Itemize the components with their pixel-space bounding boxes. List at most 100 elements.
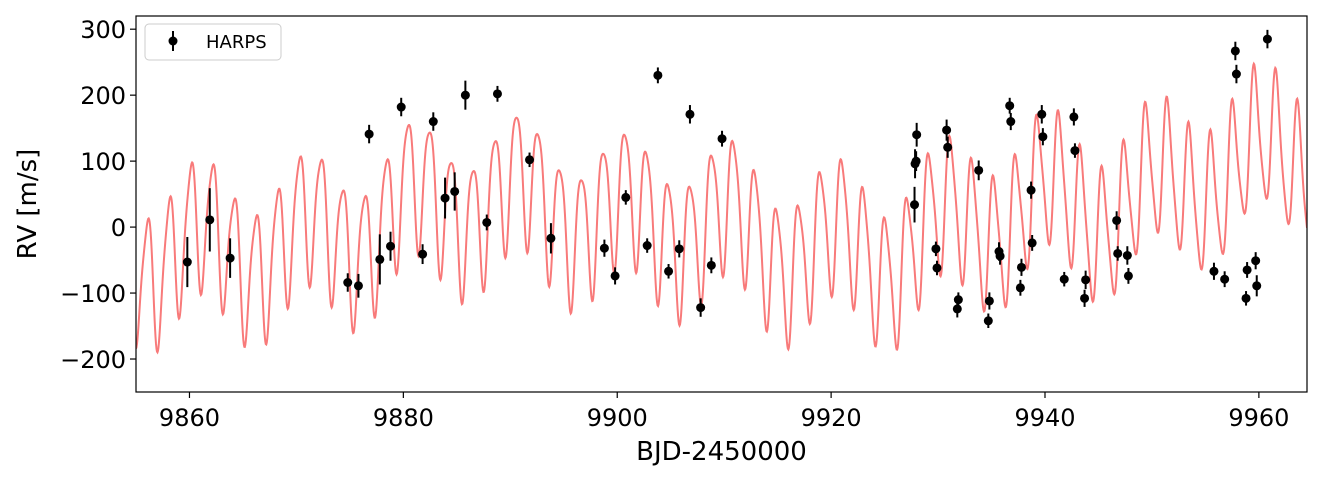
data-marker [1230, 46, 1240, 56]
data-marker [706, 260, 716, 270]
legend-label-harps: HARPS [206, 32, 267, 53]
data-marker [1081, 275, 1091, 285]
data-point [717, 130, 727, 147]
y-tick-label: 100 [80, 148, 126, 176]
data-marker [931, 244, 941, 254]
data-marker [932, 263, 942, 273]
data-point [1069, 108, 1079, 126]
data-marker [995, 251, 1005, 261]
data-point [546, 223, 556, 254]
data-point [1081, 270, 1091, 290]
data-point [482, 214, 492, 231]
data-marker [343, 277, 353, 287]
y-tick-label: 200 [80, 82, 126, 110]
data-point [674, 240, 684, 258]
data-point [205, 188, 215, 252]
data-point [1252, 275, 1262, 297]
data-marker [492, 89, 502, 99]
data-marker [943, 142, 953, 152]
data-marker [983, 316, 993, 326]
data-marker [599, 243, 609, 253]
data-point [460, 80, 470, 110]
data-marker [912, 130, 922, 140]
data-marker [482, 217, 492, 227]
data-marker [353, 281, 363, 291]
data-point [706, 257, 716, 274]
x-tick-label: 9960 [1228, 404, 1289, 432]
data-point [912, 122, 922, 147]
x-tick-label: 9880 [373, 404, 434, 432]
data-marker [1037, 109, 1047, 119]
data-point [995, 247, 1005, 265]
data-point [1262, 29, 1272, 49]
data-marker [386, 241, 396, 251]
data-point [1038, 128, 1048, 146]
data-marker [182, 257, 192, 267]
data-marker [205, 215, 215, 225]
data-point [1123, 267, 1133, 284]
data-point [428, 112, 438, 131]
x-tick-label: 9900 [587, 404, 648, 432]
data-point [525, 152, 535, 168]
data-point [492, 85, 502, 102]
data-marker [942, 125, 952, 135]
data-marker [450, 186, 460, 196]
data-point [225, 238, 235, 278]
data-point [440, 177, 450, 219]
data-point [353, 273, 363, 298]
data-point [1027, 235, 1037, 251]
data-marker [1005, 101, 1015, 111]
data-point [450, 172, 460, 211]
data-point [1209, 262, 1219, 280]
data-point [696, 298, 706, 317]
data-point [182, 236, 192, 288]
data-marker [621, 192, 631, 202]
data-marker [418, 249, 428, 259]
data-marker [375, 254, 385, 264]
data-marker [1262, 34, 1272, 44]
data-point [1112, 211, 1122, 230]
data-marker [1220, 274, 1230, 284]
data-marker [225, 253, 235, 263]
data-point [1070, 143, 1080, 158]
data-marker [664, 266, 674, 276]
x-tick-label: 9940 [1014, 404, 1075, 432]
data-marker [911, 156, 921, 166]
data-point [953, 292, 963, 307]
data-points [182, 29, 1272, 329]
data-point [1241, 291, 1251, 306]
data-marker [1112, 215, 1122, 225]
y-axis-label: RV [m/s] [13, 149, 43, 260]
legend-box [144, 23, 282, 61]
data-point [1037, 105, 1047, 124]
data-marker [460, 90, 470, 100]
data-point [1220, 271, 1230, 288]
data-point [983, 313, 993, 329]
data-marker [525, 155, 535, 165]
x-axis-label: BJD-2450000 [636, 437, 807, 467]
data-marker [717, 134, 727, 144]
y-tick-label: −200 [60, 346, 126, 374]
data-marker [1122, 250, 1132, 260]
data-marker [984, 296, 994, 306]
data-point [1242, 262, 1252, 278]
data-point [396, 97, 406, 117]
data-marker [396, 102, 406, 112]
data-marker [1123, 271, 1133, 281]
y-tick-label: 300 [80, 16, 126, 44]
data-point [343, 273, 353, 292]
x-tick-label: 9920 [801, 404, 862, 432]
y-tick-label: 0 [111, 214, 126, 242]
model-curve [136, 61, 1307, 355]
data-marker [1251, 256, 1261, 266]
data-point [911, 151, 921, 172]
data-point [364, 124, 374, 144]
data-marker [1231, 69, 1241, 79]
data-point [932, 260, 942, 276]
data-marker [1027, 238, 1037, 248]
data-point [984, 292, 994, 310]
data-marker [1026, 185, 1036, 195]
data-marker [1252, 281, 1262, 291]
y-tick-label: −100 [60, 280, 126, 308]
